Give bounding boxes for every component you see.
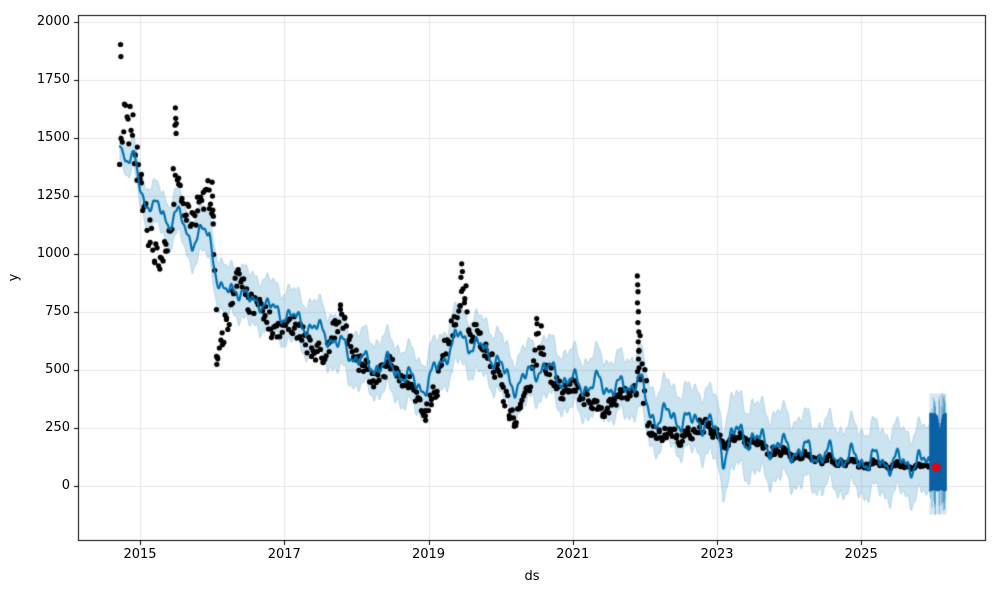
y-tick-label: 2000 (36, 13, 70, 29)
y-axis-label: y (6, 273, 22, 282)
x-tick-label: 2019 (411, 547, 446, 562)
y-tick-label: 1250 (36, 188, 70, 204)
x-tick-label: 2023 (700, 547, 734, 562)
x-tick-label: 2021 (556, 547, 590, 562)
x-tick-label: 2017 (267, 547, 301, 562)
y-tick-label: 0 (61, 478, 70, 494)
x-tick-label: 2015 (123, 547, 157, 562)
x-axis-label: ds (524, 569, 540, 584)
y-tick-label: 250 (45, 420, 70, 436)
y-tick-label: 1750 (36, 71, 70, 87)
y-tick-label: 500 (45, 362, 70, 378)
y-tick-label: 750 (45, 304, 70, 320)
y-tick-label: 1000 (36, 246, 70, 262)
x-tick-label: 2025 (844, 547, 878, 562)
y-tick-label: 1500 (36, 130, 70, 146)
